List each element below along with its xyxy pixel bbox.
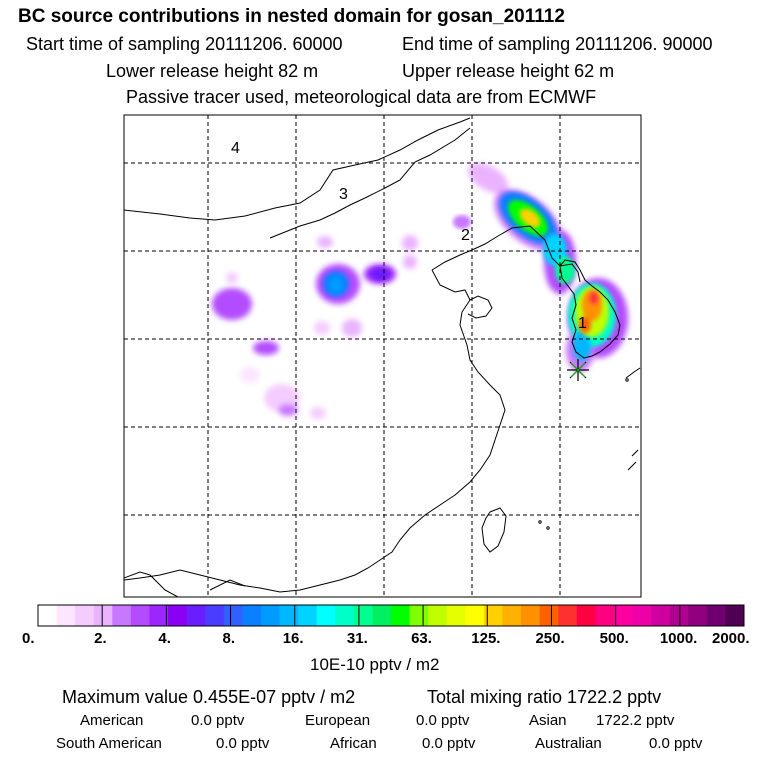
colorbar-swatch xyxy=(483,605,503,626)
colorbar-swatch xyxy=(651,605,671,626)
colorbar-swatch xyxy=(168,605,188,626)
colorbar-swatch xyxy=(521,605,541,626)
colorbar-swatch xyxy=(38,605,58,626)
colorbar-swatch xyxy=(130,605,150,626)
region-label-2: 2 xyxy=(461,227,470,244)
european-value: 0.0 pptv xyxy=(416,712,470,729)
colorbar-swatch xyxy=(335,605,355,626)
colorbar-swatch xyxy=(428,605,448,626)
total-mixing-ratio: Total mixing ratio 1722.2 pptv xyxy=(427,687,662,707)
colorbar-swatch xyxy=(353,605,373,626)
colorbar-swatch xyxy=(93,605,113,626)
colorbar xyxy=(37,604,745,627)
lat-lon-grid xyxy=(124,115,641,597)
colorbar-tick-label: 125. xyxy=(471,630,501,647)
african-label: African xyxy=(330,735,377,752)
colorbar-tick-label: 250. xyxy=(535,630,565,647)
map-frame xyxy=(123,114,642,598)
colorbar-swatch xyxy=(372,605,392,626)
colorbar-swatch xyxy=(223,605,243,626)
colorbar-tick-label: 31. xyxy=(346,630,368,647)
colorbar-swatch xyxy=(706,605,726,626)
colorbar-swatch xyxy=(260,605,281,626)
colorbar-swatch xyxy=(75,605,95,626)
colorbar-swatch xyxy=(688,605,708,626)
colorbar-swatch xyxy=(298,605,318,626)
colorbar-swatch xyxy=(558,605,578,626)
colorbar-tick-label: 2000. xyxy=(712,630,750,647)
coastlines xyxy=(124,117,641,597)
colorbar-swatch xyxy=(56,605,76,626)
end-time-label: End time of sampling 20111206. 90000 xyxy=(402,34,713,54)
colorbar-swatch xyxy=(149,605,169,626)
colorbar-tick-label: 8. xyxy=(222,630,236,647)
max-value: Maximum value 0.455E-07 pptv / m2 xyxy=(62,687,356,707)
colorbar-frame xyxy=(37,604,745,627)
start-time-label: Start time of sampling 20111206. 60000 xyxy=(26,34,343,54)
australian-label: Australian xyxy=(535,735,602,752)
colorbar-tick-label: 500. xyxy=(599,630,629,647)
colorbar-swatch xyxy=(465,605,485,626)
receptor-star-highlight xyxy=(570,362,586,378)
colorbar-swatch xyxy=(112,605,132,626)
colorbar-swatch xyxy=(576,605,596,626)
region-label-1: 1 xyxy=(578,315,587,332)
region-label-3: 3 xyxy=(339,186,348,203)
colorbar-tick-label: 0. xyxy=(22,630,35,647)
colorbar-tick-label: 16. xyxy=(282,630,304,647)
colorbar-swatch xyxy=(186,605,206,626)
european-label: European xyxy=(305,712,371,729)
african-value: 0.0 pptv xyxy=(422,735,476,752)
colorbar-swatch xyxy=(502,605,522,626)
colorbar-swatch xyxy=(409,605,429,626)
colorbar-swatch xyxy=(242,605,262,626)
map-title: BC source contributions in nested domain… xyxy=(18,6,565,27)
colorbar-swatch xyxy=(725,605,745,626)
colorbar-swatch xyxy=(316,605,336,626)
american-value: 0.0 pptv xyxy=(191,712,245,729)
colorbar-swatch xyxy=(539,605,559,626)
colorbar-swatch xyxy=(391,605,411,626)
colorbar-swatch xyxy=(595,605,615,626)
australian-value: 0.0 pptv xyxy=(649,735,703,752)
colorbar-tick-label: 2. xyxy=(94,630,107,647)
colorbar-tick-label: 4. xyxy=(158,630,171,647)
colorbar-units: 10E-10 pptv / m2 xyxy=(310,655,440,674)
asian-label: Asian xyxy=(529,712,567,729)
colorbar-tick-label: 63. xyxy=(411,630,432,647)
upper-release-height: Upper release height 62 m xyxy=(402,61,615,81)
concentration-plume xyxy=(212,162,628,419)
colorbar-swatch xyxy=(446,605,466,626)
lower-release-height: Lower release height 82 m xyxy=(106,61,319,81)
colorbar-swatch xyxy=(205,605,225,626)
region-label-4: 4 xyxy=(231,140,240,157)
colorbar-swatch xyxy=(632,605,652,626)
colorbar-swatch xyxy=(669,605,689,626)
colorbar-swatch xyxy=(613,605,634,626)
south-american-label: South American xyxy=(56,735,162,752)
colorbar-tick-label: 1000. xyxy=(659,630,698,647)
american-label: American xyxy=(80,712,144,729)
colorbar-swatch xyxy=(279,605,299,626)
south-american-value: 0.0 pptv xyxy=(216,735,270,752)
asian-value: 1722.2 pptv xyxy=(596,712,675,729)
tracer-note: Passive tracer used, meteorological data… xyxy=(126,87,597,107)
